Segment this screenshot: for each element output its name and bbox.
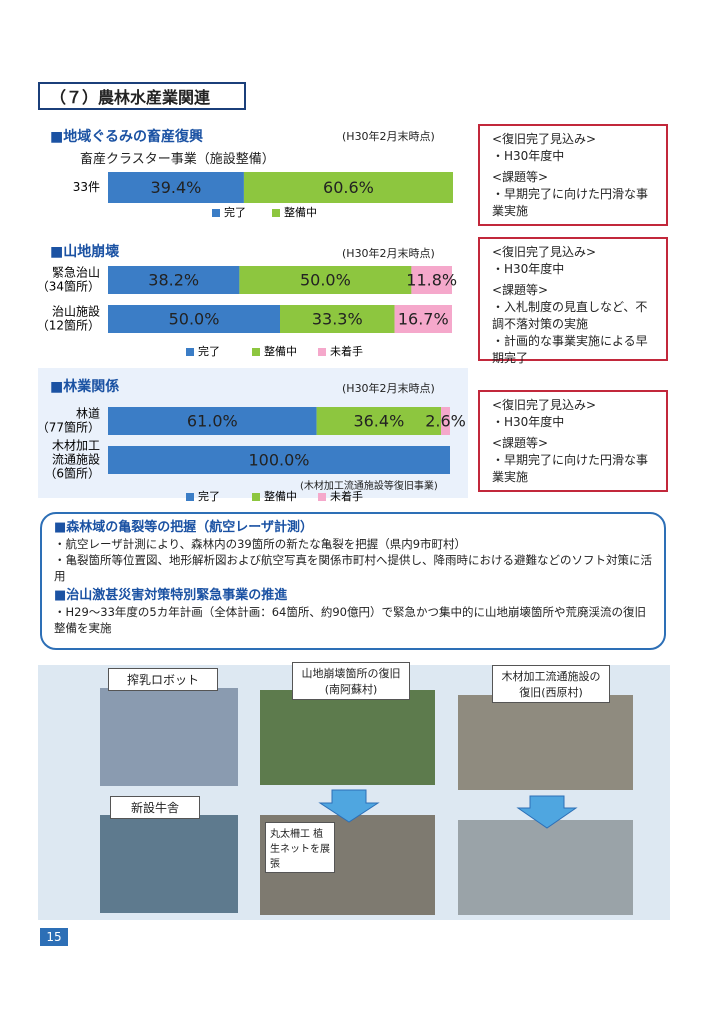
- category-label: 林道: [76, 407, 100, 421]
- value-label: 39.4%: [151, 178, 202, 197]
- subtitle: 畜産クラスター事業（施設整備）: [80, 152, 275, 167]
- legend-label: 整備中: [264, 489, 297, 503]
- box-line: <復旧完了見込み>: [492, 132, 597, 146]
- bar-segment: [243, 172, 453, 203]
- bar-segment: [411, 266, 452, 294]
- box-line: <復旧完了見込み>: [492, 245, 597, 259]
- legend-swatch: [252, 348, 260, 356]
- box-line: ・H30年度中: [492, 262, 565, 276]
- legend-label: 未着手: [330, 344, 363, 358]
- value-label: 11.8%: [406, 271, 457, 290]
- bar-segment: [239, 266, 412, 294]
- section-title: ■地域ぐるみの畜産復興: [50, 129, 203, 145]
- page-number: 15: [40, 928, 68, 946]
- bar-segment: [316, 407, 442, 435]
- box-line: <復旧完了見込み>: [492, 398, 597, 412]
- box-line: ・早期完了に向けた円滑な事業実施: [492, 187, 649, 218]
- section-title: ■山地崩壊: [50, 244, 120, 260]
- status-box: <復旧完了見込み> ・H30年度中 <課題等> ・入札制度の見直しなど、不調不落対策の…: [478, 237, 668, 365]
- photo: [100, 688, 238, 786]
- category-label: 治山施設: [52, 304, 100, 319]
- info-bullet: ・亀裂箇所等位置図、地形解析図および航空写真を関係市町村へ提供し、降雨時における…: [54, 553, 652, 583]
- legend-swatch: [186, 348, 194, 356]
- category-label: 緊急治山: [52, 265, 100, 280]
- date: (H30年2月末時点): [342, 247, 435, 260]
- box-line: ・早期完了に向けた円滑な事業実施: [492, 453, 649, 484]
- photo: [100, 815, 238, 913]
- bar-segment: [394, 305, 452, 333]
- photo-label: 丸太柵工 植生ネットを展張: [265, 822, 335, 873]
- bar-segment: [441, 407, 450, 435]
- legend-label: 完了: [224, 205, 246, 219]
- legend-label: 未着手: [330, 489, 363, 503]
- info-heading: ■治山激甚災害対策特別緊急事業の推進: [54, 588, 288, 603]
- legend-swatch: [212, 209, 220, 217]
- legend-label: 整備中: [284, 205, 317, 219]
- box-line: ・入札制度の見直しなど、不調不落対策の実施: [492, 300, 648, 331]
- box-line: ・計画的な事業実施による早期完了: [492, 334, 648, 365]
- category-label: 33件: [73, 180, 100, 194]
- value-label: 2.6%: [425, 412, 466, 431]
- value-label: 36.4%: [353, 412, 404, 431]
- legend-label: 整備中: [264, 344, 297, 358]
- category-label: 木材加工: [52, 439, 100, 453]
- photo: [458, 695, 633, 790]
- legend-label: 完了: [198, 344, 220, 358]
- date: (H30年2月末時点): [342, 382, 435, 395]
- info-box: ■森林域の亀裂等の把握（航空レーザ計測） ・航空レーザ計測により、森林内の39箇…: [40, 512, 666, 650]
- box-line: ・H30年度中: [492, 415, 565, 429]
- photo-label: 新設牛舎: [110, 796, 200, 819]
- value-label: 38.2%: [148, 271, 199, 290]
- status-box: <復旧完了見込み> ・H30年度中 <課題等> ・早期完了に向けた円滑な事業実施: [478, 124, 668, 226]
- bar-segment: [108, 407, 317, 435]
- value-label: 50.0%: [300, 271, 351, 290]
- info-bullet: ・航空レーザ計測により、森林内の39箇所の新たな亀裂を把握（県内9市町村）: [54, 537, 467, 551]
- category-label: （6箇所）: [44, 467, 100, 481]
- box-line: <課題等>: [492, 170, 549, 184]
- value-label: 33.3%: [312, 310, 363, 329]
- photo-label: 木材加工流通施設の復旧(西原村): [492, 665, 610, 703]
- section-title: ■林業関係: [50, 379, 120, 395]
- legend-label: 完了: [198, 489, 220, 503]
- legend-swatch: [318, 493, 326, 501]
- legend-swatch: [252, 493, 260, 501]
- date: (H30年2月末時点): [342, 130, 435, 143]
- bar-segment: [108, 446, 450, 474]
- box-line: <課題等>: [492, 436, 549, 450]
- category-label: 流通施設: [52, 452, 100, 467]
- photo: [458, 820, 633, 915]
- value-label: 61.0%: [187, 412, 238, 431]
- info-bullet: ・H29～33年度の5カ年計画（全体計画：64箇所、約90億円）で緊急かつ集中的…: [54, 605, 646, 635]
- value-label: 60.6%: [323, 178, 374, 197]
- legend-swatch: [186, 493, 194, 501]
- value-label: 16.7%: [398, 310, 449, 329]
- note: (木材加工流通施設等復旧事業): [300, 481, 438, 492]
- category-label: （12箇所）: [37, 319, 100, 333]
- header-box: （７）農林水産業関連: [38, 82, 246, 110]
- photo-label: 山地崩壊箇所の復旧(南阿蘇村): [292, 662, 410, 700]
- legend-swatch: [272, 209, 280, 217]
- category-label: （77箇所）: [37, 421, 100, 435]
- box-line: <課題等>: [492, 283, 549, 297]
- legend-swatch: [318, 348, 326, 356]
- photo: [260, 690, 435, 785]
- value-label: 50.0%: [169, 310, 220, 329]
- box-line: ・H30年度中: [492, 149, 565, 163]
- value-label: 100.0%: [248, 451, 309, 470]
- bar-segment: [108, 266, 240, 294]
- info-heading: ■森林域の亀裂等の把握（航空レーザ計測）: [54, 520, 314, 535]
- status-box: <復旧完了見込み> ・H30年度中 <課題等> ・早期完了に向けた円滑な事業実施: [478, 390, 668, 492]
- photo-label: 搾乳ロボット: [108, 668, 218, 691]
- category-label: （34箇所）: [37, 280, 100, 294]
- bar-segment: [108, 305, 280, 333]
- bar-segment: [280, 305, 395, 333]
- bar-segment: [108, 172, 244, 203]
